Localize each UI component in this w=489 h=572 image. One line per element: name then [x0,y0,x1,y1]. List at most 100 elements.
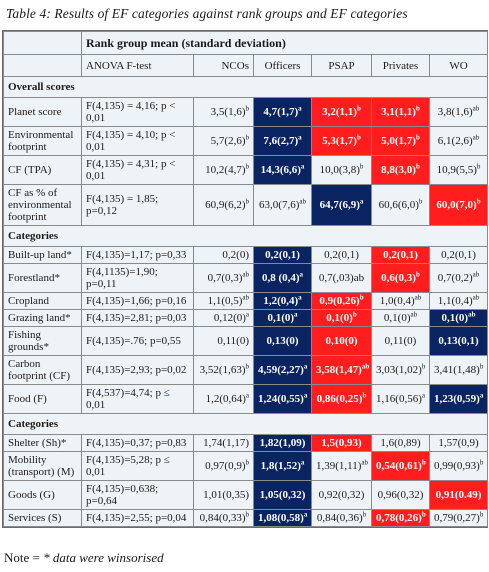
cell-value: 0,79(0,27) [434,512,480,524]
table-row: Grazing land* F(4,135)=2,81; p=0,03 0,12(0… [3,309,489,327]
value-cell-officers: 0,2(0,1) [253,246,312,264]
cell-superscript: ab [299,197,306,206]
cell-value: 0,9(0,26) [319,295,360,307]
value-cell-privates: 0,11(0) [371,326,430,356]
anova-cell: F(4,1135)=1,90; p=0,11 [81,263,194,293]
cell-superscript: b [245,197,250,206]
cell-value: 1,74(1,17) [203,437,249,449]
value-cell-wo: 60,0(7,0)b [428,184,489,226]
cell-value: 3,1(1,1) [381,106,416,118]
cell-superscript: a [298,293,302,302]
value-cell-psap: 5,3(1,7)b [311,126,372,156]
value-cell-officers: 4,7(1,7)a [253,97,312,127]
section-title: Overall scores [2,76,489,98]
value-cell-privates: 1,0(0,4)ab [371,292,430,310]
anova-cell: F(4,135)=.76; p=0,55 [81,326,194,356]
cell-value: 7,6(2,7) [263,135,299,147]
cell-superscript: a [298,104,302,113]
cell-superscript: b [352,310,357,319]
cell-value: 3,41(1,48) [434,364,480,376]
cell-value: 0,11(0) [384,335,417,347]
cell-superscript: a [421,391,425,400]
cell-value: 0,12(0) [213,312,246,324]
column-header-psap: PSAP [311,54,372,77]
row-label: Grazing land* [3,309,82,327]
cell-superscript: a [303,362,308,371]
value-cell-wo: 6,1(2,6)ab [428,126,489,156]
table-row: Planet score F(4,135) = 4,16; p < 0,01 3,5… [3,97,489,127]
cell-superscript: ab [410,310,418,319]
cell-superscript: b [245,510,250,519]
anova-cell: F(4,135)=1,17; p=0,33 [81,246,194,264]
row-label: Services (S) [3,509,82,527]
cell-value: 5,7(2,6) [210,135,246,147]
value-cell-wo: 10,9(5,5)b [428,155,489,185]
cell-value: 0,99(0,93) [434,460,480,472]
cell-value: 10,0(3,8) [319,164,360,176]
ef-table: Rank group mean (standard deviation) ANO… [2,31,489,527]
anova-cell: F(4,135) = 1,85; p=0,12 [81,184,194,226]
value-cell-psap: 1,5(0,93) [311,434,372,452]
row-label: Planet score [3,97,82,127]
value-cell-privates: 3,03(1,02)b [371,355,430,385]
cell-superscript: b [359,293,364,302]
value-cell-wo: 1,57(0,9) [428,434,489,452]
cell-value: 3,52(1,63) [199,364,246,376]
value-cell-privates: 0,2(0,1) [371,246,430,264]
cell-value: 1,82(1,09) [259,437,306,449]
value-cell-ncos: 60,9(6,2)b [193,184,254,226]
cell-value: 1,8(1,52) [260,460,301,472]
anova-cell: F(4,135)=0,638; p=0,64 [81,480,194,510]
cell-value: 1,1(0,5) [207,295,243,307]
header-group-label: Rank group mean (standard deviation) [80,31,489,55]
column-header-privates: Privates [371,54,430,77]
cell-superscript: b [476,162,481,171]
value-cell-officers: 1,82(1,09) [253,434,312,452]
value-cell-wo: 0,91(0.49) [428,480,489,510]
cell-value: 1,39(1,11) [316,460,362,472]
table-row: Services (S) F(4,135)=2,55; p=0,04 0,84(0,… [3,509,489,527]
anova-cell: F(4,135)=2,55; p=0,04 [81,509,194,527]
section-header-row: Overall scores [2,76,489,98]
cell-superscript: b [359,162,364,171]
value-cell-psap: 64,7(6,9)a [311,184,372,226]
column-header-ncos: NCOs [193,54,254,77]
cell-value: 4,59(2,27) [258,364,304,376]
anova-cell: F(4,135) = 4,16; p < 0,01 [81,97,194,127]
results-table: Rank group mean (standard deviation) ANO… [2,30,489,528]
value-cell-officers: 0,1(0)a [253,309,312,327]
value-cell-psap: 1,39(1,11)ab [311,451,372,481]
cell-value: 4,7(1,7) [263,106,299,118]
cell-superscript: b [362,391,367,400]
cell-superscript: a [245,310,249,319]
cell-superscript: ab [472,104,480,113]
anova-cell: F(4,537)=4,74; p ≤ 0,01 [81,384,194,414]
cell-superscript: ab [242,270,249,279]
row-label: Shelter (Sh)* [3,434,82,452]
value-cell-ncos: 1,01(0,35) [193,480,254,510]
value-cell-psap: 0,9(0,26)b [311,292,372,310]
value-cell-psap: 0,86(0,25)b [311,384,372,414]
cell-superscript: ab [414,293,422,302]
value-cell-officers: 1,08(0,58)a [253,509,312,527]
row-label: Forestland* [3,263,82,293]
value-cell-privates: 0,96(0,32) [371,480,430,510]
table-row: Environmental footprint F(4,135) = 4,10; … [3,126,489,156]
cell-superscript: b [479,362,484,371]
cell-value: 0,2(0,1) [265,249,300,261]
cell-value: 5,3(1,7) [322,135,357,147]
cell-value: 8,8(3,0) [381,164,416,176]
cell-value: 0,13(0) [266,335,299,347]
cell-superscript: a [245,391,249,400]
column-header-officers: Officers [253,54,312,77]
cell-value: 1,08(0,58) [258,512,304,524]
cell-value: 1,23(0,59) [434,393,480,405]
table-note: Note = * data were winsorised [4,550,164,566]
cell-value: 1,05(0,32) [259,489,306,501]
value-cell-wo: 0,13(0,1) [428,326,489,356]
cell-value: 0,91(0.49) [435,489,482,501]
cell-value: 0,8 (0,4) [261,272,300,284]
cell-value: 6,1(2,6) [437,135,473,147]
cell-value: 0,86(0,25) [316,393,363,405]
cell-superscript: a [303,510,308,519]
